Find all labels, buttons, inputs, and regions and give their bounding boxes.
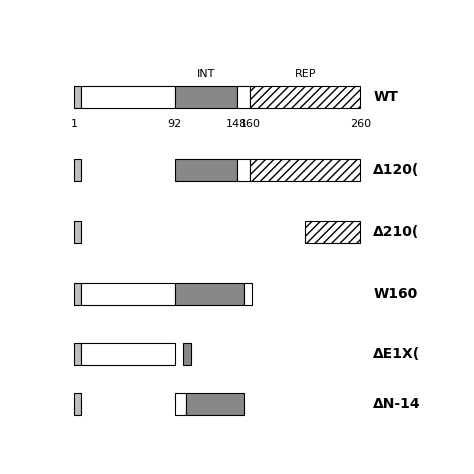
- Bar: [74, 221, 81, 243]
- Bar: [237, 159, 250, 181]
- Bar: [74, 392, 81, 415]
- Text: ΔN-14: ΔN-14: [374, 397, 421, 410]
- Text: Δ210(: Δ210(: [374, 225, 419, 239]
- Bar: [237, 86, 250, 108]
- Bar: [74, 343, 81, 365]
- Bar: [74, 159, 81, 181]
- Bar: [244, 283, 252, 305]
- Bar: [74, 86, 81, 108]
- Bar: [174, 159, 237, 181]
- Bar: [74, 283, 81, 305]
- Text: WT: WT: [374, 90, 398, 104]
- Text: INT: INT: [196, 69, 215, 79]
- Text: REP: REP: [294, 69, 316, 79]
- Text: 160: 160: [239, 119, 260, 129]
- Bar: [250, 86, 360, 108]
- Text: 260: 260: [350, 119, 371, 129]
- Text: 1: 1: [71, 119, 77, 129]
- Text: 148: 148: [226, 119, 247, 129]
- Bar: [174, 86, 237, 108]
- Bar: [183, 343, 191, 365]
- Bar: [174, 392, 186, 415]
- Bar: [174, 283, 244, 305]
- Bar: [81, 343, 174, 365]
- Text: 92: 92: [167, 119, 182, 129]
- Text: Δ120(: Δ120(: [374, 163, 419, 177]
- Bar: [81, 283, 174, 305]
- Text: ΔE1X(: ΔE1X(: [374, 347, 420, 361]
- Bar: [305, 221, 360, 243]
- Bar: [250, 159, 360, 181]
- Text: W160: W160: [374, 287, 418, 301]
- Bar: [186, 392, 244, 415]
- Bar: [81, 86, 174, 108]
